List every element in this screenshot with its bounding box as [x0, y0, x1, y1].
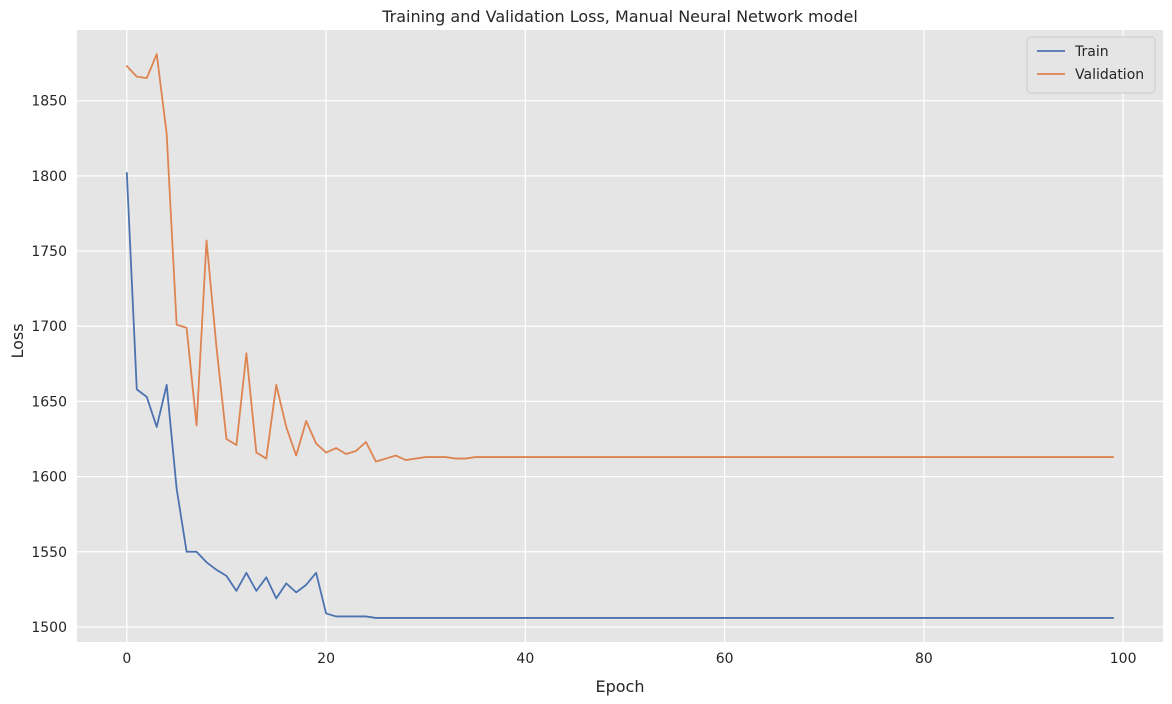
legend: Train Validation [1026, 36, 1156, 94]
x-tick-label: 80 [915, 651, 933, 667]
series-line-train [125, 171, 1115, 619]
y-tick-label: 1650 [31, 394, 67, 410]
y-tick-label: 1850 [31, 94, 67, 110]
tick-labels: 0 20 40 60 80 100 1500 1550 1600 1650 1700 1750 1800… [31, 94, 1136, 667]
y-tick-label: 1750 [31, 244, 67, 260]
y-axis-label: Loss [8, 323, 27, 358]
y-tick-label: 1600 [31, 470, 67, 486]
x-tick-label: 100 [1110, 651, 1137, 667]
x-tick-label: 60 [716, 651, 734, 667]
series-line-validation [125, 53, 1115, 463]
y-tick-label: 1800 [31, 169, 67, 185]
legend-label: Train [1074, 44, 1109, 60]
y-tick-label: 1700 [31, 319, 67, 335]
x-tick-label: 40 [516, 651, 534, 667]
grid-lines [77, 30, 1163, 642]
series-lines [125, 53, 1115, 619]
x-tick-label: 20 [317, 651, 335, 667]
plot-area [77, 30, 1163, 642]
chart-title: Training and Validation Loss, Manual Neu… [381, 7, 858, 26]
x-axis-label: Epoch [596, 677, 645, 696]
y-tick-label: 1500 [31, 620, 67, 636]
x-tick-label: 0 [122, 651, 131, 667]
legend-label: Validation [1075, 67, 1144, 83]
y-tick-label: 1550 [31, 545, 67, 561]
